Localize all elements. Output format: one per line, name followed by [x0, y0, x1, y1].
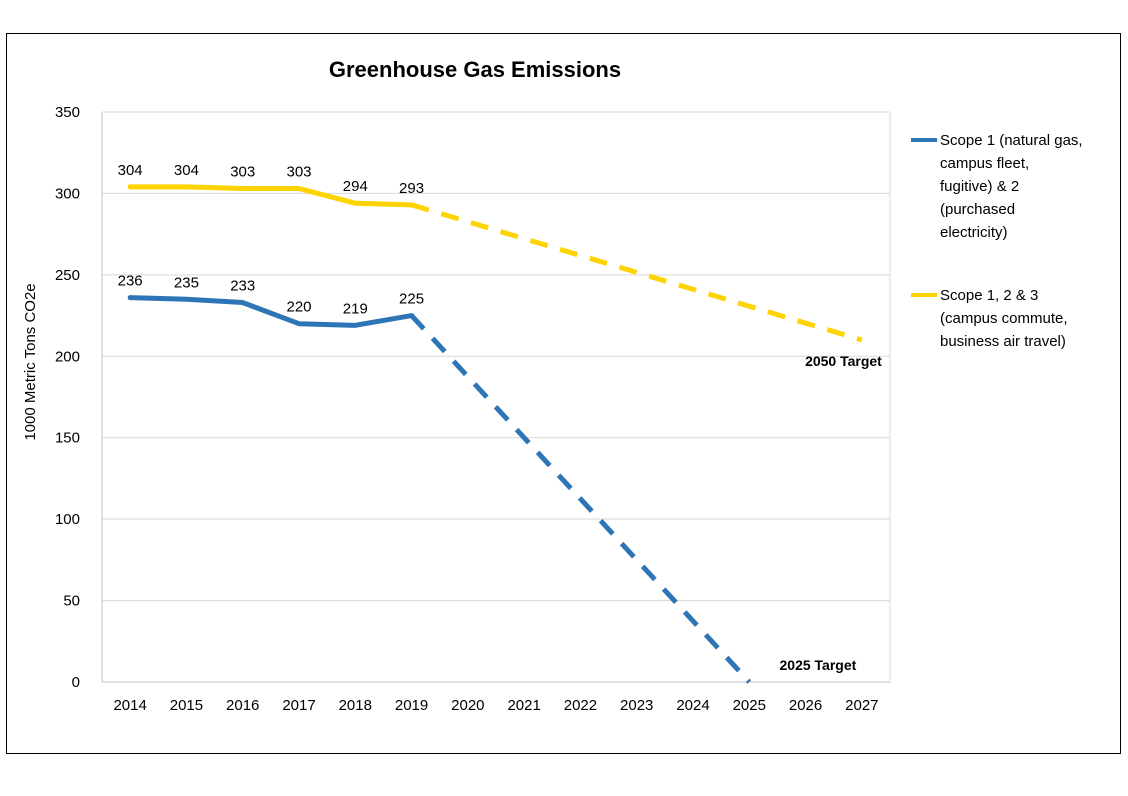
series-1-data-label: 235 — [174, 274, 199, 291]
x-tick-label-2023: 2023 — [620, 697, 653, 714]
series-2-data-label: 304 — [174, 162, 199, 179]
legend-line: fugitive) & 2 — [940, 178, 1019, 195]
axes: 0 50 100 150 200 250 300 350 2014 2015 2016 2017 201… — [55, 104, 891, 714]
chart-title: Greenhouse Gas Emissions — [329, 57, 621, 82]
gridlines — [102, 111, 890, 602]
legend-label-2: Scope 1, 2 & 3 (campus commute, business a… — [940, 287, 1068, 350]
y-tick-label-100: 100 — [55, 511, 80, 528]
legend-line: (purchased — [940, 201, 1015, 218]
x-tick-label-2017: 2017 — [282, 697, 315, 714]
x-tick-label-2025: 2025 — [733, 697, 766, 714]
x-tick-label-2026: 2026 — [789, 697, 822, 714]
legend-line: campus fleet, — [940, 155, 1029, 172]
series-1-data-label: 219 — [343, 300, 368, 317]
series-1-data-label: 220 — [286, 299, 311, 316]
series-2-data-label: 303 — [230, 164, 255, 181]
legend-line: electricity) — [940, 224, 1008, 241]
x-tick-label-2014: 2014 — [113, 697, 146, 714]
series-1-data-label: 225 — [399, 291, 424, 308]
series-2-target-label: 2050 Target — [805, 353, 882, 369]
legend-line: Scope 1, 2 & 3 — [940, 287, 1038, 304]
x-tick-label-2022: 2022 — [564, 697, 597, 714]
series-2-projection-line — [410, 202, 863, 343]
series-2-data-label: 293 — [399, 180, 424, 197]
x-tick-label-2016: 2016 — [226, 697, 259, 714]
legend-line: Scope 1 (natural gas, — [940, 132, 1083, 149]
series-1-projection-line — [409, 313, 752, 684]
series-1-target-label: 2025 Target — [780, 657, 857, 673]
series-lines — [127, 184, 863, 684]
legend-line: business air travel) — [940, 333, 1066, 350]
x-tick-label-2024: 2024 — [676, 697, 709, 714]
data-labels: 236 235 233 220 219 225 2025 Target 304 304 303 30… — [118, 162, 883, 673]
x-tick-label-2018: 2018 — [339, 697, 372, 714]
legend: Scope 1 (natural gas, campus fleet, fugiti… — [911, 132, 1083, 350]
greenhouse-gas-chart: Greenhouse Gas Emissions 1000 Metric Ton… — [22, 57, 1083, 714]
series-1-actual-line — [127, 295, 415, 328]
chart-frame: Greenhouse Gas Emissions 1000 Metric Ton… — [6, 33, 1121, 754]
series-2-data-label: 294 — [343, 178, 368, 195]
legend-label-1: Scope 1 (natural gas, campus fleet, fugiti… — [940, 132, 1083, 241]
y-tick-label-250: 250 — [55, 267, 80, 284]
legend-line: (campus commute, — [940, 310, 1068, 327]
series-2-data-label: 303 — [286, 164, 311, 181]
x-tick-label-2021: 2021 — [507, 697, 540, 714]
x-tick-label-2027: 2027 — [845, 697, 878, 714]
y-tick-label-50: 50 — [63, 593, 80, 610]
y-tick-label-200: 200 — [55, 348, 80, 365]
series-1-data-label: 233 — [230, 278, 255, 295]
y-tick-label-0: 0 — [72, 674, 80, 691]
y-tick-label-350: 350 — [55, 104, 80, 121]
x-tick-label-2020: 2020 — [451, 697, 484, 714]
x-tick-label-2019: 2019 — [395, 697, 428, 714]
series-1-data-label: 236 — [118, 273, 143, 290]
series-2-data-label: 304 — [118, 162, 143, 179]
y-axis-title: 1000 Metric Tons CO2e — [22, 283, 39, 440]
series-2-actual-line — [127, 184, 415, 208]
y-tick-label-300: 300 — [55, 185, 80, 202]
x-tick-label-2015: 2015 — [170, 697, 203, 714]
y-tick-label-150: 150 — [55, 430, 80, 447]
